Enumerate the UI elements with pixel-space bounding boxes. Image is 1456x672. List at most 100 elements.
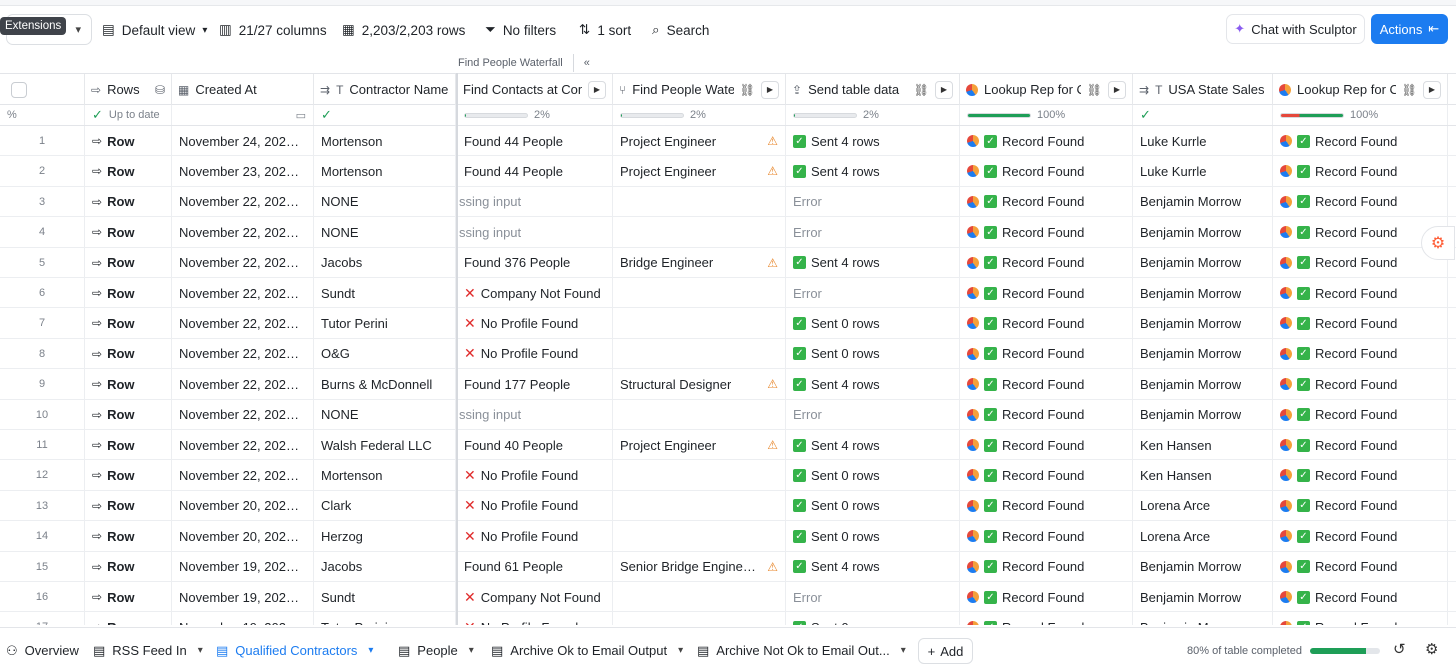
contractor-name-cell[interactable]: Jacobs [314,247,456,278]
lookup-rep-company-cell[interactable]: ✓ Record Found [1273,247,1448,278]
link-icon[interactable]: ⛓ [913,82,929,97]
view-selector[interactable]: ▤ Default view ▾ [102,10,207,50]
chat-with-sculptor-button[interactable]: ✦ Chat with Sculptor [1226,14,1365,44]
contractor-name-cell[interactable]: NONE [314,217,456,248]
find-people-cell[interactable]: Project Engineer ⚠ [613,156,786,187]
lookup-rep-cell[interactable]: ✓ Record Found [960,460,1133,491]
table-row[interactable]: 17 ⇨ Row November 19, 2025 ... Tutor Perini ✕… [0,612,1456,625]
send-table-data-cell[interactable]: Error [786,217,960,248]
overflow-cell[interactable] [1448,156,1456,186]
created-at-cell[interactable]: November 22, 2025 ... [172,369,314,400]
send-table-data-cell[interactable]: ✓ Sent 4 rows [786,430,960,460]
overflow-cell[interactable] [1448,400,1456,430]
sales-rep-cell[interactable]: Benjamin Morrow [1133,338,1273,369]
send-table-data-cell[interactable]: ✓ Sent 0 rows [786,521,960,552]
send-table-data-cell[interactable]: ✓ Sent 0 rows [786,308,960,339]
find-people-cell[interactable] [613,612,786,625]
lookup-rep-cell[interactable]: ✓ Record Found [960,217,1133,248]
chevron-down-icon[interactable]: ▾ [900,645,906,656]
send-table-data-cell[interactable]: Error [786,278,960,308]
row-link-cell[interactable]: ⇨ Row [85,430,172,460]
sales-rep-cell[interactable]: Lorena Arce [1133,490,1273,521]
sales-rep-cell[interactable]: Benjamin Morrow [1133,247,1273,278]
find-contacts-cell[interactable]: Found 44 People [457,126,613,156]
link-icon[interactable]: ⛓ [739,82,755,97]
find-contacts-cell[interactable]: ssing input [457,186,613,217]
select-all-header[interactable] [0,74,85,105]
lookup-rep-company-cell[interactable]: ✓ Record Found [1273,186,1448,217]
table-row[interactable]: 11 ⇨ Row November 22, 2025 ... Walsh Federal… [0,430,1456,461]
find-people-cell[interactable] [613,186,786,217]
table-row[interactable]: 2 ⇨ Row November 23, 2025 ... Mortenson Found… [0,156,1456,187]
find-people-cell[interactable] [613,338,786,369]
find-people-cell[interactable] [613,278,786,308]
table-row[interactable]: 15 ⇨ Row November 19, 2025 ... Jacobs Found 6… [0,551,1456,582]
contractor-name-cell[interactable]: Jacobs [314,551,456,582]
row-number[interactable]: 12 [0,460,85,491]
sales-rep-cell[interactable]: Luke Kurrle [1133,156,1273,187]
created-at-cell[interactable]: November 19, 2025 ... [172,582,314,612]
sales-rep-cell[interactable]: Benjamin Morrow [1133,217,1273,248]
contractor-name-cell[interactable]: Burns & McDonnell [314,369,456,400]
sales-rep-cell[interactable]: Benjamin Morrow [1133,369,1273,400]
lookup-rep-cell[interactable]: ✓ Record Found [960,399,1133,430]
column-header-2[interactable]: ▦ Created At [172,74,314,105]
created-at-cell[interactable]: November 22, 2025 ... [172,308,314,339]
table-row[interactable]: 5 ⇨ Row November 22, 2025 ... Jacobs Found 37… [0,247,1456,278]
run-column-play-icon[interactable]: ▶ [935,80,953,99]
table-tab[interactable]: ▤ People ▾ [398,628,474,672]
row-number[interactable]: 4 [0,217,85,248]
row-link-cell[interactable]: ⇨ Row [85,582,172,612]
chevron-down-icon[interactable]: ▾ [678,645,684,656]
actions-button[interactable]: Actions ⇤ [1371,14,1448,44]
overflow-cell[interactable] [1448,308,1456,338]
overflow-cell[interactable] [1448,187,1456,217]
find-contacts-cell[interactable]: ✕No Profile Found [457,490,613,521]
send-table-data-cell[interactable]: ✓ Sent 0 rows [786,612,960,625]
created-at-cell[interactable]: November 23, 2025 ... [172,156,314,187]
table-row[interactable]: 1 ⇨ Row November 24, 2025 ... Mortenson Found… [0,126,1456,157]
row-number[interactable]: 7 [0,308,85,339]
hubspot-icon[interactable]: ⚙ [1421,226,1455,260]
sales-rep-cell[interactable]: Benjamin Morrow [1133,399,1273,430]
created-at-cell[interactable]: November 24, 2025 ... [172,126,314,156]
row-link-cell[interactable]: ⇨ Row [85,551,172,582]
lookup-rep-company-cell[interactable]: ✓ Record Found [1273,582,1448,612]
lookup-rep-cell[interactable]: ✓ Record Found [960,278,1133,308]
column-header-8[interactable]: ⇉ T USA State Sales Rep [1133,74,1273,105]
created-at-cell[interactable]: November 20, 2025 ... [172,490,314,521]
lookup-rep-company-cell[interactable]: ✓ Record Found [1273,490,1448,521]
send-table-data-cell[interactable]: Error [786,582,960,612]
table-tab[interactable]: ▤ RSS Feed In ▾ [93,628,203,672]
row-link-cell[interactable]: ⇨ Row [85,612,172,625]
find-people-cell[interactable]: Bridge Engineer ⚠ [613,247,786,278]
lookup-rep-company-cell[interactable]: ✓ Record Found [1273,278,1448,308]
row-number[interactable]: 6 [0,278,85,308]
created-at-cell[interactable]: November 22, 2025 ... [172,430,314,460]
history-icon[interactable]: ↺ [1393,641,1406,658]
contractor-name-cell[interactable]: O&G [314,338,456,369]
overflow-cell[interactable] [1448,460,1456,490]
row-link-cell[interactable]: ⇨ Row [85,399,172,430]
row-link-cell[interactable]: ⇨ Row [85,308,172,339]
overflow-cell[interactable] [1448,521,1456,551]
table-row[interactable]: 6 ⇨ Row November 22, 2025 ... Sundt ✕ Company … [0,278,1456,309]
table-row[interactable]: 10 ⇨ Row November 22, 2025 ... NONE ssing inp… [0,399,1456,430]
send-table-data-cell[interactable]: ✓ Sent 4 rows [786,156,960,187]
table-row[interactable]: 4 ⇨ Row November 22, 2025 ... NONE ssing inpu… [0,217,1456,248]
lookup-rep-company-cell[interactable]: ✓ Record Found [1273,156,1448,187]
link-icon[interactable]: ⛓ [1086,82,1102,97]
contractor-name-cell[interactable]: Herzog [314,521,456,552]
find-people-cell[interactable]: Structural Designer ⚠ [613,369,786,400]
lookup-rep-cell[interactable]: ✓ Record Found [960,186,1133,217]
send-table-data-cell[interactable]: ✓ Sent 0 rows [786,460,960,491]
find-contacts-cell[interactable]: ✕No Profile Found [457,460,613,491]
find-contacts-cell[interactable]: Found 177 People [457,369,613,400]
contractor-name-cell[interactable]: Sundt [314,582,456,612]
send-table-data-cell[interactable]: ✓ Sent 4 rows [786,369,960,400]
find-people-cell[interactable] [613,521,786,552]
find-contacts-cell[interactable]: ✕ Company Not Found [457,582,613,612]
contractor-name-cell[interactable]: NONE [314,186,456,217]
find-contacts-cell[interactable]: ✕No Profile Found [457,338,613,369]
created-at-cell[interactable]: November 22, 2025 ... [172,460,314,491]
